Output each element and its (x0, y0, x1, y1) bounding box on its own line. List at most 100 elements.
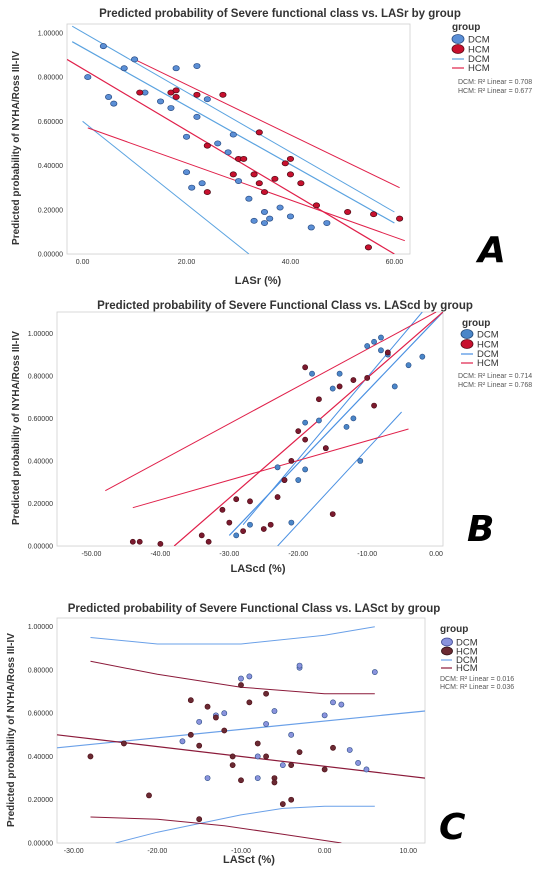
panel-c-hcm-point (213, 714, 219, 721)
panel-b-dcm-point (302, 419, 309, 426)
panel-c-hcm-point (263, 753, 269, 760)
panel-a-x-tick-label: 0.00 (76, 259, 90, 266)
panel-c-title: Predicted probability of Severe Function… (68, 603, 441, 615)
panel-b-y-tick-label: 0.20000 (28, 501, 53, 508)
panel-b-hcm-lower-bound-line (132, 428, 409, 509)
panel-a-dcm-point (229, 131, 237, 138)
panel-a-hcm-point (229, 171, 237, 178)
panel-b-dcm-point (336, 370, 343, 377)
panel-a-dcm-point (260, 220, 269, 226)
panel-b-dcm-point (288, 519, 295, 526)
panel-b-legend-hcm-marker (460, 339, 474, 349)
panel-c-hcm-point (87, 753, 94, 760)
panel-c-hcm-point (296, 749, 303, 756)
panel-b-hcm-point (219, 506, 226, 513)
panel-b-r2-hcm: HCM: R² Linear = 0.768 (458, 382, 532, 389)
panel-a-x-tick-label: 60.00 (386, 259, 404, 266)
panel-c-y-tick-label: 0.20000 (28, 797, 53, 804)
panel-a-hcm-point (219, 91, 227, 98)
panel-c-y-tick-label: 0.60000 (28, 711, 53, 718)
panel-a-y-tick-label: 0.00000 (38, 252, 63, 259)
panel-b-hcm-point (240, 528, 247, 535)
panel-c-dcm-point (254, 753, 261, 760)
panel-c-x-tick-label: -20.00 (147, 848, 167, 855)
panel-b-x-axis-label: LAScd (%) (231, 563, 286, 575)
panel-a-plot-area (66, 23, 411, 255)
panel-a-dcm-point (214, 140, 222, 147)
panel-b-legend-hcm-line-label: HCM (477, 358, 499, 369)
panel-b-axes (56, 311, 444, 547)
panel-a-x-tick-label: 40.00 (282, 259, 300, 266)
panel-a-dcm-point (250, 217, 258, 224)
panel-a-dcm-point (84, 74, 92, 81)
panel-a-dcm-point (307, 224, 315, 231)
panel-b-dcm-point (391, 383, 398, 390)
panel-a-legend-dcm-line-label: DCM (468, 54, 490, 65)
panel-b-x-tick-label: -20.00 (288, 551, 308, 558)
panel-c-x-tick-label: 0.00 (318, 848, 332, 855)
panel-a-y-tick-label: 0.40000 (38, 163, 63, 170)
panel-a-r2-dcm: DCM: R² Linear = 0.708 (458, 79, 532, 86)
panel-a-hcm-fit-line (67, 58, 395, 254)
panel-b-hcm-point (384, 349, 391, 356)
panel-b-dcm-point (233, 532, 240, 539)
panel-a-legend-hcm-line-label: HCM (468, 63, 490, 74)
panel-c-dcm-point (330, 699, 336, 706)
panel-c-dcm-point (204, 775, 211, 781)
panel-b-hcm-point (226, 519, 233, 526)
panel-c-dcm-point (271, 708, 278, 714)
panel-c-hcm-point (246, 699, 253, 706)
panel-c-legend-dcm-label: DCM (456, 638, 478, 649)
panel-c-hcm-point (238, 682, 244, 688)
panel-b-letter: B (467, 509, 494, 550)
panel-c-hcm-point (321, 766, 328, 773)
panel-c-dcm-point (254, 775, 261, 781)
panel-c-legend-hcm-line-label: HCM (456, 663, 478, 674)
panel-c-dcm-point (338, 701, 345, 708)
panel-c-x-tick-label: 10.00 (400, 848, 418, 855)
panel-c-dcm-point (288, 731, 295, 738)
panel-c-hcm-fit-line (57, 734, 425, 779)
panel-b-hcm-point (322, 445, 329, 452)
panel-c-hcm-point (221, 727, 228, 734)
panel-b-legend: group DCM HCM DCM HCM DCM: R² Linear = 0… (458, 318, 532, 389)
panel-b-hcm-point (233, 496, 240, 503)
panel-c-hcm-point (229, 753, 236, 760)
panel-b-hcm-point (247, 498, 253, 505)
panel-b-dcm-point (357, 458, 364, 464)
panel-c-dcm-point (221, 710, 228, 717)
panel-c-x-axis-label: LASct (%) (223, 854, 275, 866)
panel-b-hcm-point (302, 364, 309, 371)
panel-a-dcm-point (323, 220, 331, 226)
panel-b-dcm-point (329, 385, 336, 392)
panel-c-hcm-point (288, 796, 295, 803)
panel-c-dcm-point (196, 718, 203, 725)
panel-c-dcm-point (321, 712, 328, 719)
panel-a-dcm-lower-bound-line (82, 120, 250, 254)
panel-a-dcm-point (224, 149, 232, 156)
panel-c-fit-lines (57, 626, 425, 843)
panel-b-y-axis-label: Predicted probability of NYHA/Ross III-I… (11, 331, 22, 525)
panel-b-y-tick-label: 0.40000 (28, 458, 53, 465)
panel-a-hcm-point (136, 89, 144, 96)
panel-c-dcm-point (371, 669, 378, 675)
panel-a-legend-dcm-label: DCM (468, 35, 490, 46)
panel-b-x-tick-label: -50.00 (82, 551, 102, 558)
panel-a-hcm-point (344, 209, 352, 215)
panel-c-x-tick-label: -30.00 (64, 848, 84, 855)
panel-c-y-tick-label: 1.00000 (28, 624, 53, 631)
panel-a-dcm-point (203, 96, 211, 103)
panel-b-hcm-point (157, 540, 164, 547)
panel-b-y-tick-label: 1.00000 (28, 331, 53, 338)
panel-a-hcm-point (255, 180, 263, 187)
panel-c-dcm-point (238, 675, 244, 682)
panel-b-dcm-point (364, 343, 371, 349)
panel-b-hcm-point (274, 494, 281, 500)
panel-c-hcm-point (279, 801, 286, 807)
panel-a: Predicted probability of Severe function… (11, 8, 532, 287)
panel-a-dcm-point (234, 178, 243, 184)
panel-c-tick-labels: -30.00 -20.00 -10.00 0.00 10.00 0.00000 0.2000… (28, 624, 417, 855)
panel-b-dcm-point (343, 423, 350, 430)
panel-c-hcm-point (204, 703, 211, 710)
